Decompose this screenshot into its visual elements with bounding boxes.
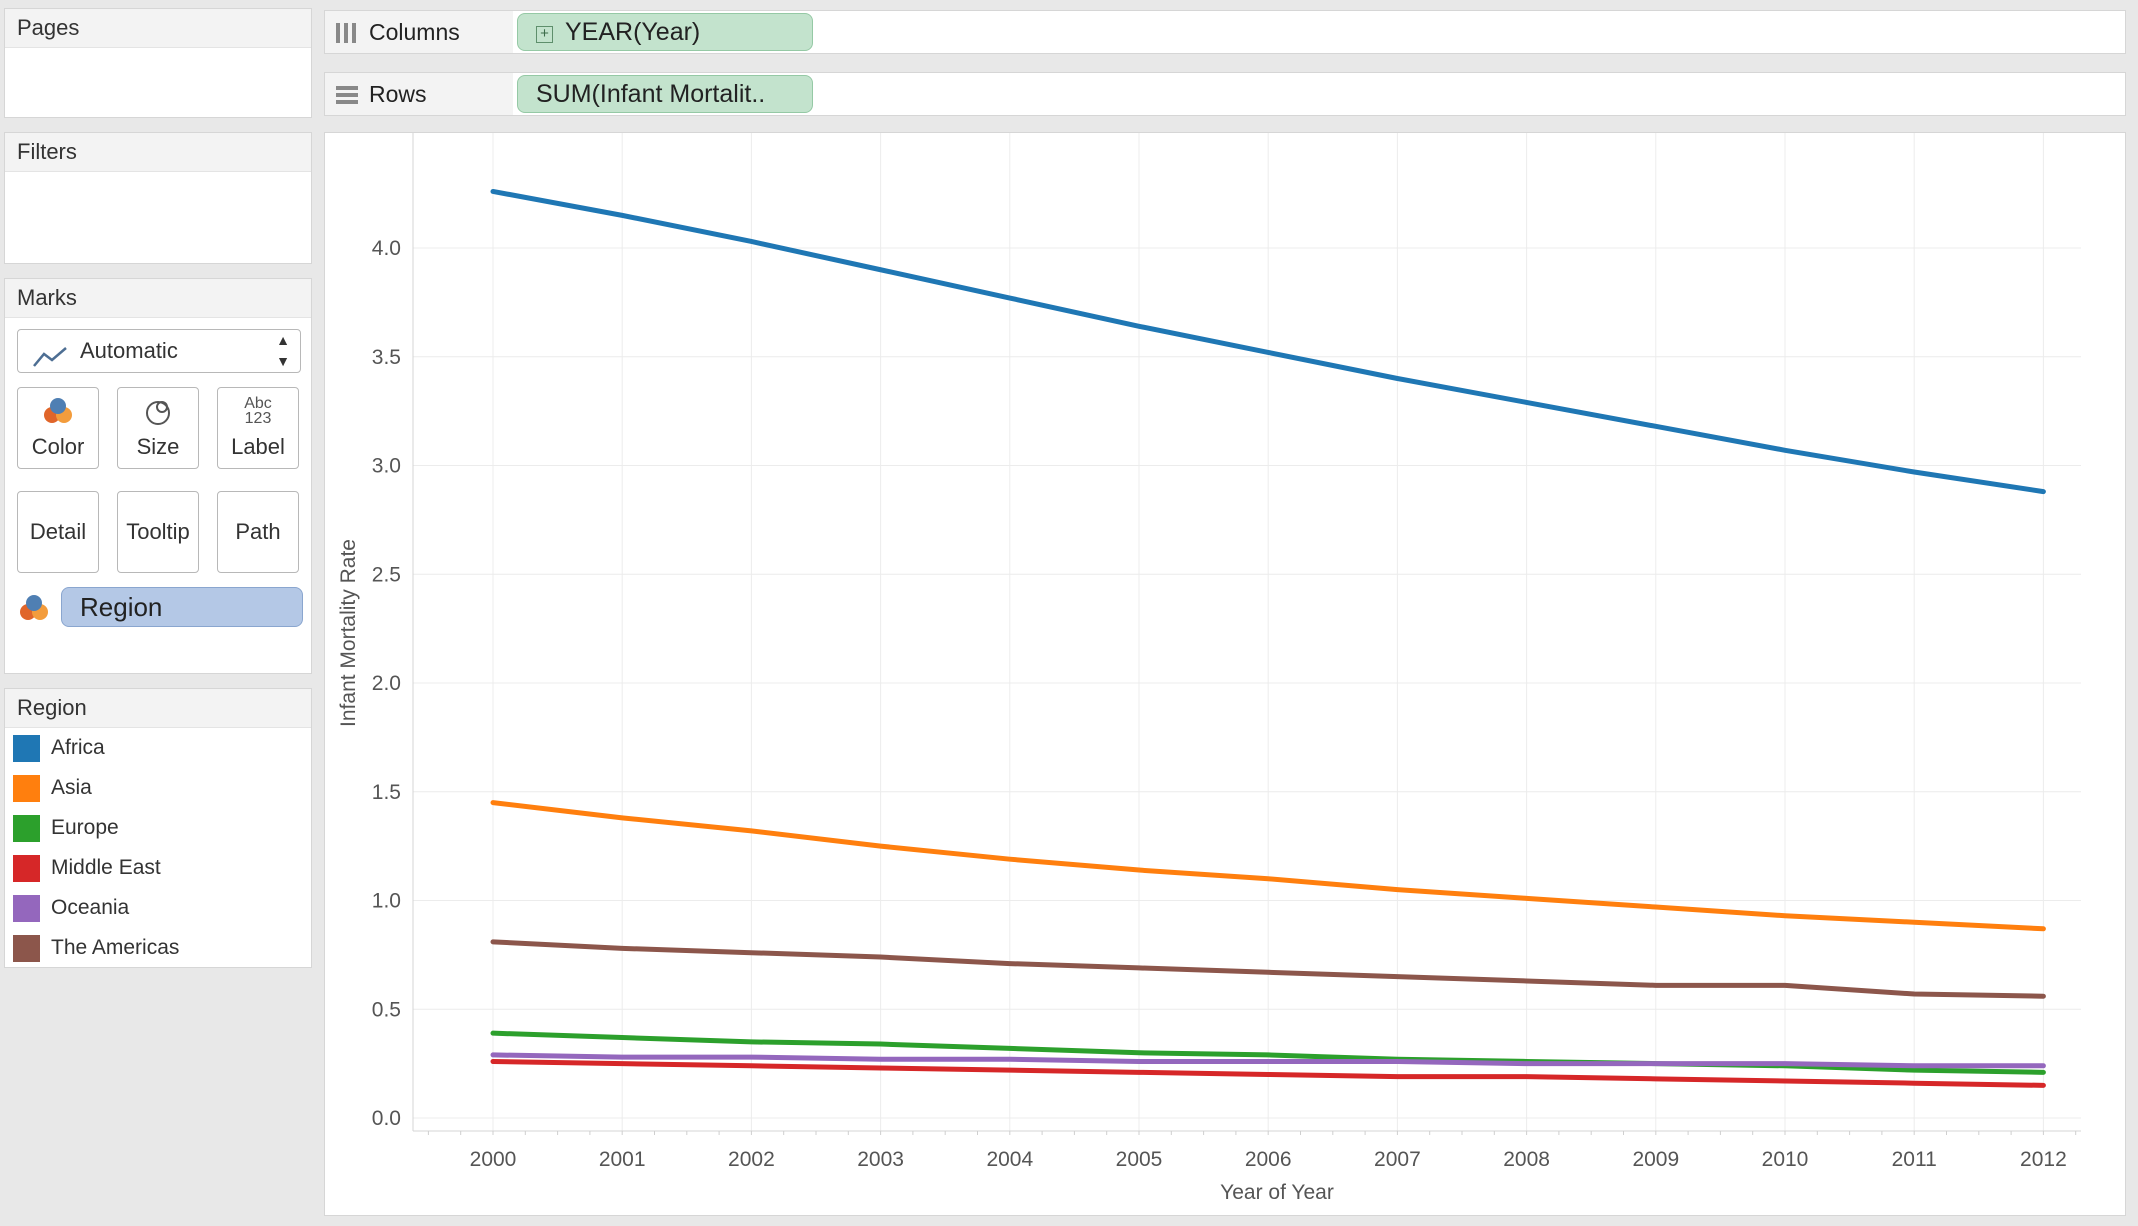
series-line-africa[interactable]	[490, 188, 2046, 495]
rows-shelf-label: Rows	[369, 81, 427, 107]
y-axis-title: Infant Mortality Rate	[337, 539, 360, 727]
x-tick-label: 2001	[599, 1148, 646, 1171]
chart-gridlines	[413, 133, 2081, 1131]
x-tick-label: 2006	[1245, 1148, 1292, 1171]
size-icon	[118, 396, 198, 426]
x-tick-label: 2012	[2020, 1148, 2067, 1171]
tooltip-button[interactable]: Tooltip	[117, 491, 199, 573]
y-tick-label: 3.0	[372, 455, 401, 478]
color-button[interactable]: Color	[17, 387, 99, 469]
year-column-pill[interactable]: + YEAR(Year)	[517, 13, 813, 51]
size-button-label: Size	[136, 434, 180, 459]
series-line-asia[interactable]	[490, 800, 2046, 932]
x-tick-label: 2005	[1116, 1148, 1163, 1171]
legend-swatch	[13, 935, 40, 962]
x-tick-label: 2007	[1374, 1148, 1421, 1171]
label-icon-top-text: Abc	[244, 395, 272, 412]
x-tick-label: 2004	[986, 1148, 1033, 1171]
columns-icon	[335, 22, 357, 49]
series-line-the-americas[interactable]	[490, 939, 2046, 999]
line-chart-icon	[32, 340, 68, 382]
legend-item-label: Oceania	[51, 896, 130, 919]
legend-item-label: The Americas	[51, 936, 180, 959]
y-tick-label: 3.5	[372, 346, 401, 369]
infant-mortality-row-pill[interactable]: SUM(Infant Mortalit..	[517, 75, 813, 113]
x-tick-label: 2003	[857, 1148, 904, 1171]
pages-card[interactable]: Pages	[4, 8, 312, 118]
filters-card-title: Filters	[5, 133, 311, 172]
x-tick-label: 2000	[470, 1148, 517, 1171]
y-tick-label: 2.5	[372, 563, 401, 586]
path-button[interactable]: Path	[217, 491, 299, 573]
y-tick-label: 2.0	[372, 672, 401, 695]
legend-item-label: Europe	[51, 816, 119, 839]
region-color-pill[interactable]: Region	[61, 587, 303, 627]
x-tick-label: 2009	[1632, 1148, 1679, 1171]
detail-button[interactable]: Detail	[17, 491, 99, 573]
chart-series[interactable]	[490, 188, 2046, 1088]
columns-shelf[interactable]: Columns + YEAR(Year)	[324, 10, 2126, 54]
legend-item-label: Asia	[51, 776, 92, 799]
mark-type-dropdown[interactable]: Automatic ▲ ▼	[17, 329, 301, 373]
color-icon	[18, 396, 98, 426]
rows-icon	[335, 84, 359, 111]
legend-swatch	[13, 735, 40, 762]
label-icon-bottom-text: 123	[244, 410, 272, 427]
x-tick-label: 2008	[1503, 1148, 1550, 1171]
columns-shelf-header	[325, 11, 513, 53]
color-encoding-icon	[17, 593, 51, 628]
marks-card: Marks Automatic ▲ ▼ Color Size Abc	[4, 278, 312, 674]
label-button-label: Label	[231, 434, 285, 459]
expand-plus-icon[interactable]: +	[536, 26, 553, 43]
legend-item-label: Africa	[51, 736, 105, 759]
legend-title: Region	[5, 689, 311, 728]
legend-item-label: Middle East	[51, 856, 161, 879]
legend-swatch	[13, 775, 40, 802]
marks-card-title: Marks	[5, 279, 311, 318]
y-tick-label: 0.5	[372, 998, 401, 1021]
series-line-middle-east[interactable]	[490, 1058, 2046, 1088]
series-line-oceania[interactable]	[490, 1052, 2046, 1069]
view-canvas[interactable]: 0.0 0.5 1.0 1.5 2.0 2.5 3.0 3.5 4.0 2000 2001 2002 2…	[324, 132, 2126, 1216]
columns-shelf-label: Columns	[369, 19, 460, 45]
x-tick-label: 2011	[1892, 1148, 1937, 1171]
x-tick-label: 2002	[728, 1148, 775, 1171]
label-button[interactable]: Abc 123 Label	[217, 387, 299, 469]
abc-123-icon: Abc 123	[218, 395, 298, 427]
x-axis-title: Year of Year	[1220, 1181, 1334, 1204]
y-tick-label: 1.5	[372, 781, 401, 804]
line-chart[interactable]: 0.0 0.5 1.0 1.5 2.0 2.5 3.0 3.5 4.0 2000 2001 2002 2…	[325, 133, 2125, 1215]
path-button-label: Path	[235, 519, 281, 544]
tooltip-button-label: Tooltip	[126, 519, 190, 544]
y-tick-label: 0.0	[372, 1107, 401, 1130]
chart-axes: 0.0 0.5 1.0 1.5 2.0 2.5 3.0 3.5 4.0 2000 2001 2002 2…	[372, 133, 2081, 1171]
detail-button-label: Detail	[29, 519, 87, 544]
region-legend: Region Africa Asia Europe Middle East Oc…	[4, 688, 312, 968]
x-tick-label: 2010	[1762, 1148, 1809, 1171]
pages-card-title: Pages	[5, 9, 311, 48]
y-tick-label: 1.0	[372, 890, 401, 913]
legend-swatch	[13, 815, 40, 842]
mark-type-label: Automatic	[80, 338, 178, 363]
rows-shelf[interactable]: Rows SUM(Infant Mortalit..	[324, 72, 2126, 116]
filters-card[interactable]: Filters	[4, 132, 312, 264]
chevron-up-down-icon: ▲ ▼	[276, 332, 290, 369]
color-button-label: Color	[31, 434, 85, 459]
year-column-pill-label: YEAR(Year)	[565, 18, 701, 46]
legend-swatch	[13, 895, 40, 922]
y-tick-label: 4.0	[372, 237, 401, 260]
size-button[interactable]: Size	[117, 387, 199, 469]
legend-swatch	[13, 855, 40, 882]
